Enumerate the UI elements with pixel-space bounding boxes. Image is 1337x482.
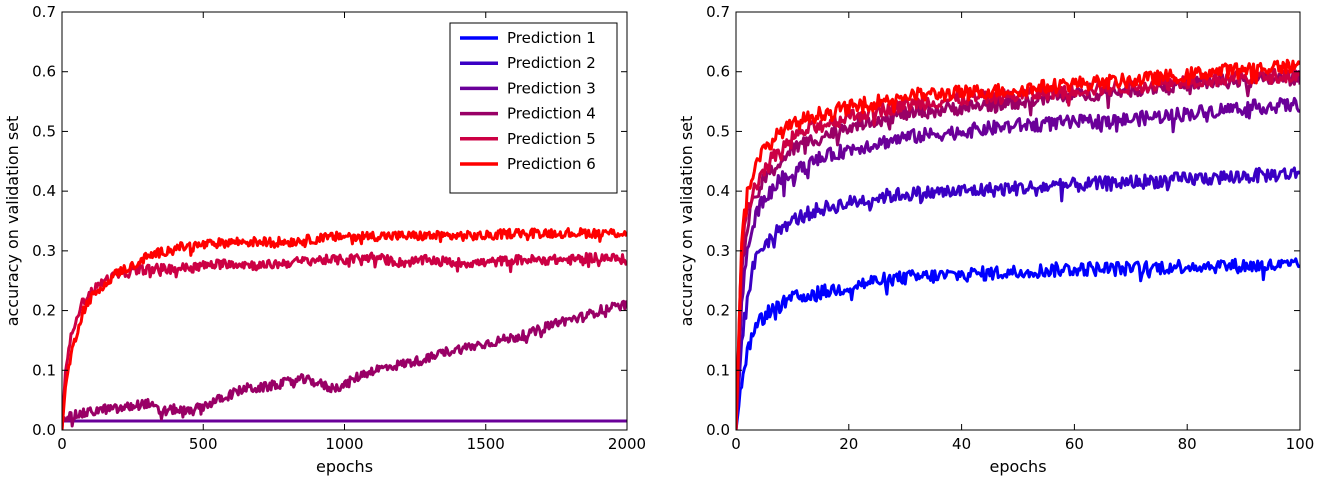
y-tick-label: 0.3	[32, 242, 56, 260]
y-tick-label: 0.1	[706, 361, 730, 379]
plot-frame	[735, 11, 1301, 431]
x-tick-label: 0	[57, 435, 67, 453]
x-tick-label: 2000	[608, 435, 646, 453]
legend-label-6: Prediction 6	[507, 155, 596, 173]
series-line-1	[736, 257, 1300, 430]
y-axis-label: accuracy on validation set	[3, 116, 22, 327]
y-tick-label: 0.2	[32, 302, 56, 320]
y-tick-label: 0.7	[706, 3, 730, 21]
x-tick-label: 40	[952, 435, 971, 453]
y-tick-label: 0.7	[32, 3, 56, 21]
x-tick-label: 60	[1065, 435, 1084, 453]
y-tick-label: 0.1	[32, 361, 56, 379]
y-tick-label: 0.6	[706, 63, 730, 81]
y-tick-label: 0.5	[32, 122, 56, 140]
legend: Prediction 1 Prediction 2 Prediction 3 Pred…	[449, 22, 618, 194]
x-tick-label: 1500	[467, 435, 505, 453]
series-line-4	[62, 299, 627, 428]
legend-label-3: Prediction 3	[507, 79, 596, 97]
y-tick-label: 0.0	[32, 421, 56, 439]
x-tick-label: 20	[839, 435, 858, 453]
y-tick-label: 0.0	[706, 421, 730, 439]
x-axis-label: epochs	[989, 457, 1046, 476]
series-line-2	[736, 166, 1300, 430]
series-line-6	[736, 58, 1300, 430]
y-tick-label: 0.3	[706, 242, 730, 260]
legend-label-1: Prediction 1	[507, 29, 596, 47]
legend-label-2: Prediction 2	[507, 54, 596, 72]
legend-label-5: Prediction 5	[507, 130, 596, 148]
x-tick-label: 100	[1286, 435, 1315, 453]
y-tick-label: 0.4	[706, 182, 730, 200]
y-axis-label: accuracy on validation set	[677, 116, 696, 327]
y-tick-label: 0.2	[706, 302, 730, 320]
x-tick-label: 80	[1178, 435, 1197, 453]
y-tick-label: 0.4	[32, 182, 56, 200]
x-tick-label: 1000	[325, 435, 363, 453]
x-tick-label: 0	[731, 435, 741, 453]
y-tick-label: 0.5	[706, 122, 730, 140]
series-line-5	[62, 251, 627, 430]
x-axis-label: epochs	[316, 457, 373, 476]
y-tick-label: 0.6	[32, 63, 56, 81]
legend-label-4: Prediction 4	[507, 105, 596, 123]
x-tick-label: 500	[189, 435, 218, 453]
series-line-6	[62, 227, 627, 430]
series-group	[62, 227, 627, 430]
series-line-3	[736, 96, 1300, 430]
left-chart: 0.0 0.1 0.2 0.3 0.4 0.5 0.6 0.7 0 500 1000 1500 2000…	[3, 3, 646, 476]
right-chart: 0.0 0.1 0.2 0.3 0.4 0.5 0.6 0.7 0 20 40 60 80 100 epoc…	[677, 3, 1314, 476]
series-group	[736, 58, 1300, 430]
